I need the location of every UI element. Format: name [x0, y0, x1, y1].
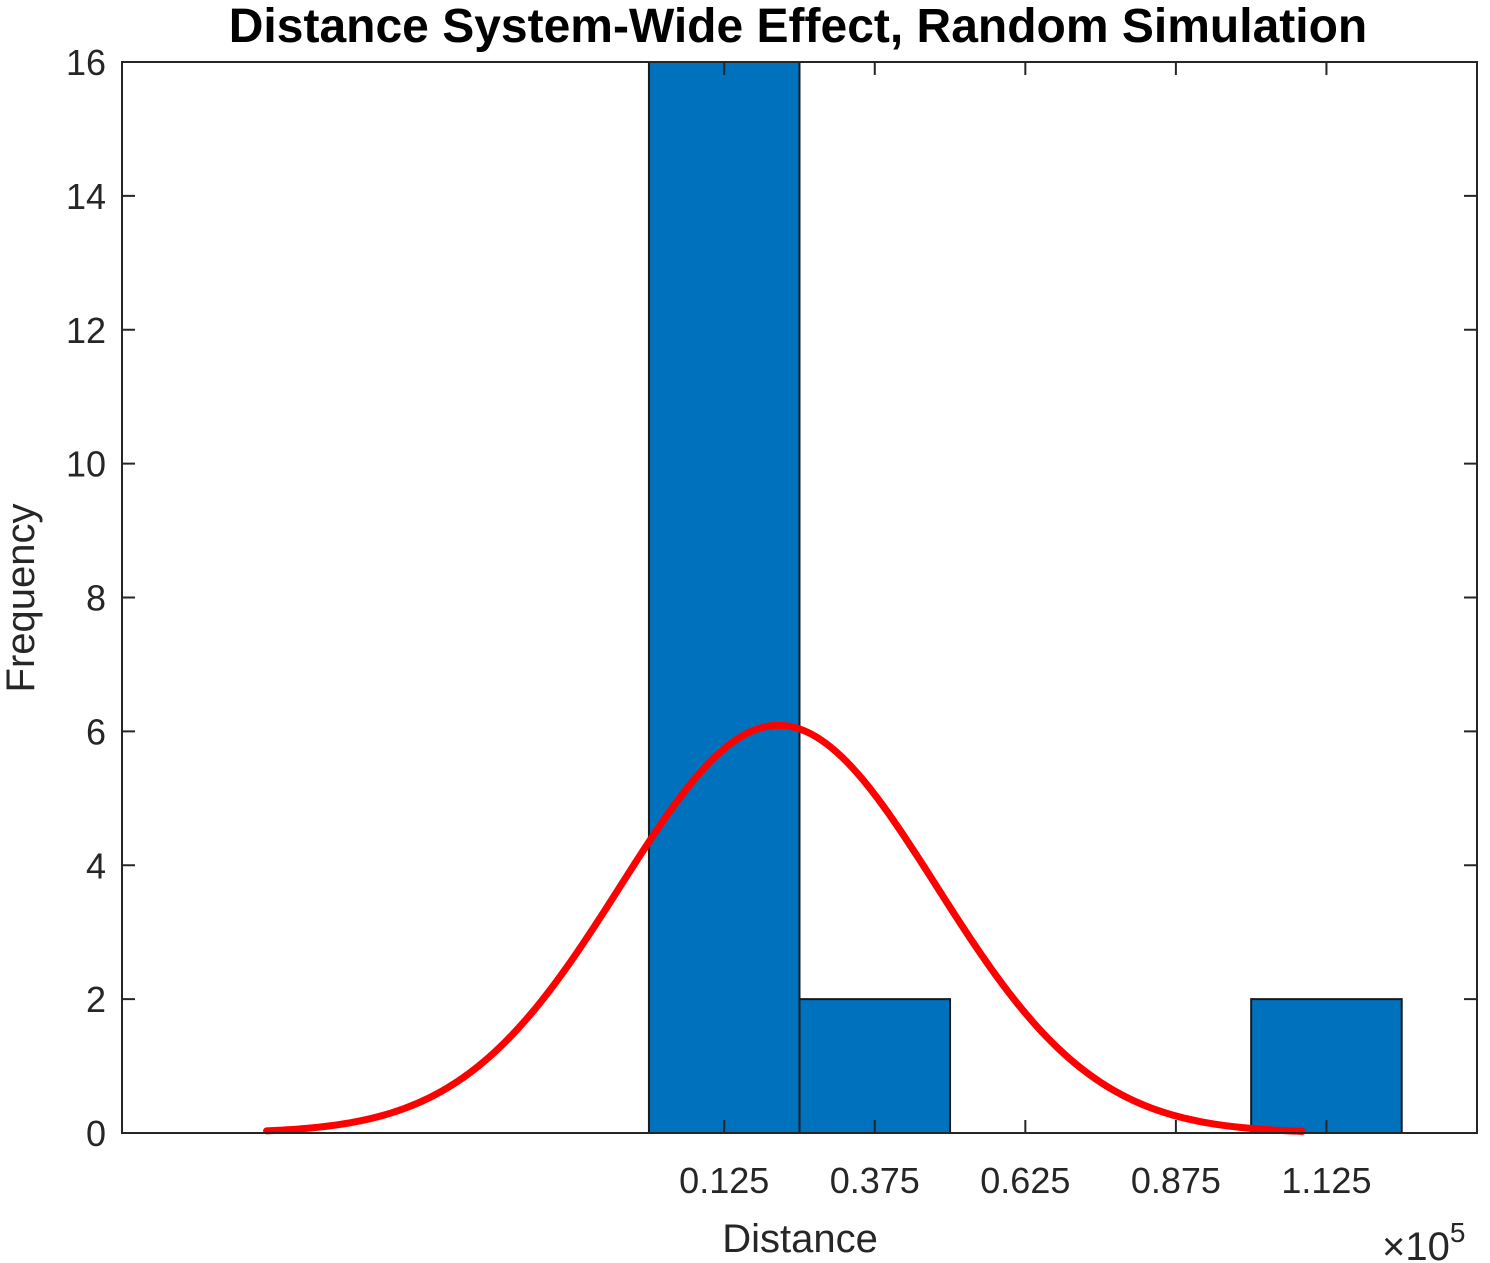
y-tick-label: 8: [86, 578, 106, 619]
y-tick-label: 12: [66, 310, 106, 351]
x-axis-exponent-power: 5: [1450, 1217, 1466, 1248]
y-tick-label: 16: [66, 42, 106, 83]
y-tick-label: 4: [86, 845, 106, 886]
x-tick-label: 1.125: [1281, 1160, 1371, 1201]
y-tick-label: 2: [86, 979, 106, 1020]
x-axis-label: Distance: [722, 1217, 878, 1261]
histogram-bar: [1250, 998, 1403, 1134]
histogram-bar: [647, 61, 801, 1134]
x-tick-label: 0.375: [830, 1160, 920, 1201]
y-tick-label: 10: [66, 444, 106, 485]
x-axis-exponent-base: ×10: [1382, 1225, 1450, 1263]
chart-title: Distance System-Wide Effect, Random Simu…: [229, 0, 1367, 53]
x-tick-label: 0.625: [980, 1160, 1070, 1201]
x-tick-label: 0.125: [679, 1160, 769, 1201]
y-tick-label: 0: [86, 1113, 106, 1154]
y-axis-ticks: 0 2 4 6 8 10 12 14 16: [66, 42, 1477, 1154]
y-tick-label: 6: [86, 711, 106, 752]
fit-curve-line: [263, 721, 1306, 1135]
histogram-bars: [647, 61, 1403, 1134]
fit-curve-group: [263, 721, 1306, 1135]
x-axis-ticks: 0.125 0.375 0.625 0.875 1.125: [679, 62, 1371, 1201]
y-axis-label: Frequency: [0, 504, 43, 693]
histogram-bar: [798, 998, 952, 1134]
x-axis-exponent: ×105: [1382, 1217, 1465, 1263]
y-tick-label: 14: [66, 176, 106, 217]
x-tick-label: 0.875: [1131, 1160, 1221, 1201]
